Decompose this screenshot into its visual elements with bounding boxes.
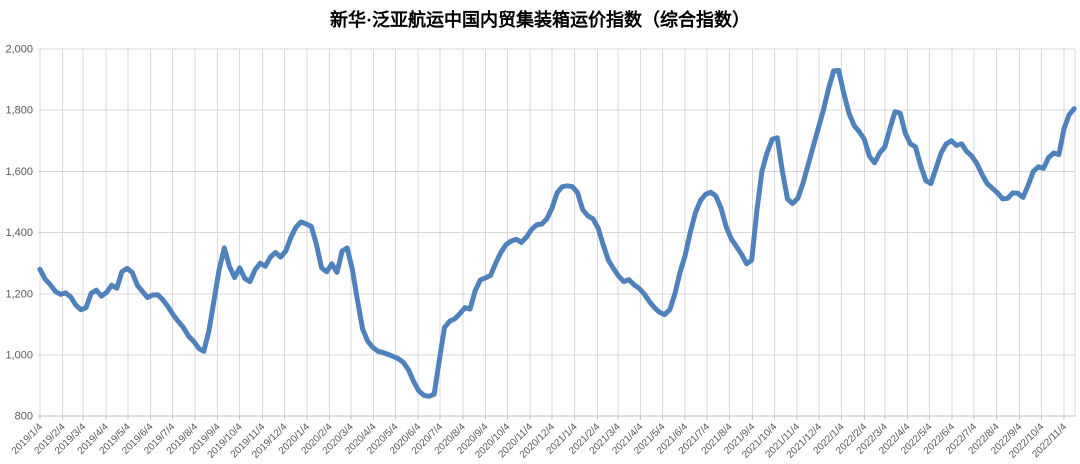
horizontal-gridlines [38, 48, 1075, 417]
y-axis-tick-label: 1,600 [5, 166, 33, 178]
y-axis-tick-label: 1,000 [5, 350, 33, 362]
y-axis-tick-label: 800 [15, 411, 33, 423]
y-axis-tick-label: 1,800 [5, 105, 33, 117]
y-axis-tick-label: 1,200 [5, 288, 33, 300]
composite-index-line [37, 67, 1077, 399]
x-axis-line [38, 415, 1075, 420]
chart-title: 新华·泛亚航运中国内贸集装箱运价指数（综合指数） [330, 9, 750, 30]
y-axis-tick-label: 2,000 [5, 44, 33, 56]
x-axis-labels: 2019/1/42019/2/42019/3/42019/4/42019/5/4… [10, 421, 1070, 461]
y-axis-labels: 2,000 1,800 1,600 1,400 1,200 1,000 800 [5, 44, 33, 423]
series-line-composite-index [37, 67, 1077, 399]
vertical-gridlines [39, 49, 1076, 417]
y-axis-tick-label: 1,400 [5, 227, 33, 239]
